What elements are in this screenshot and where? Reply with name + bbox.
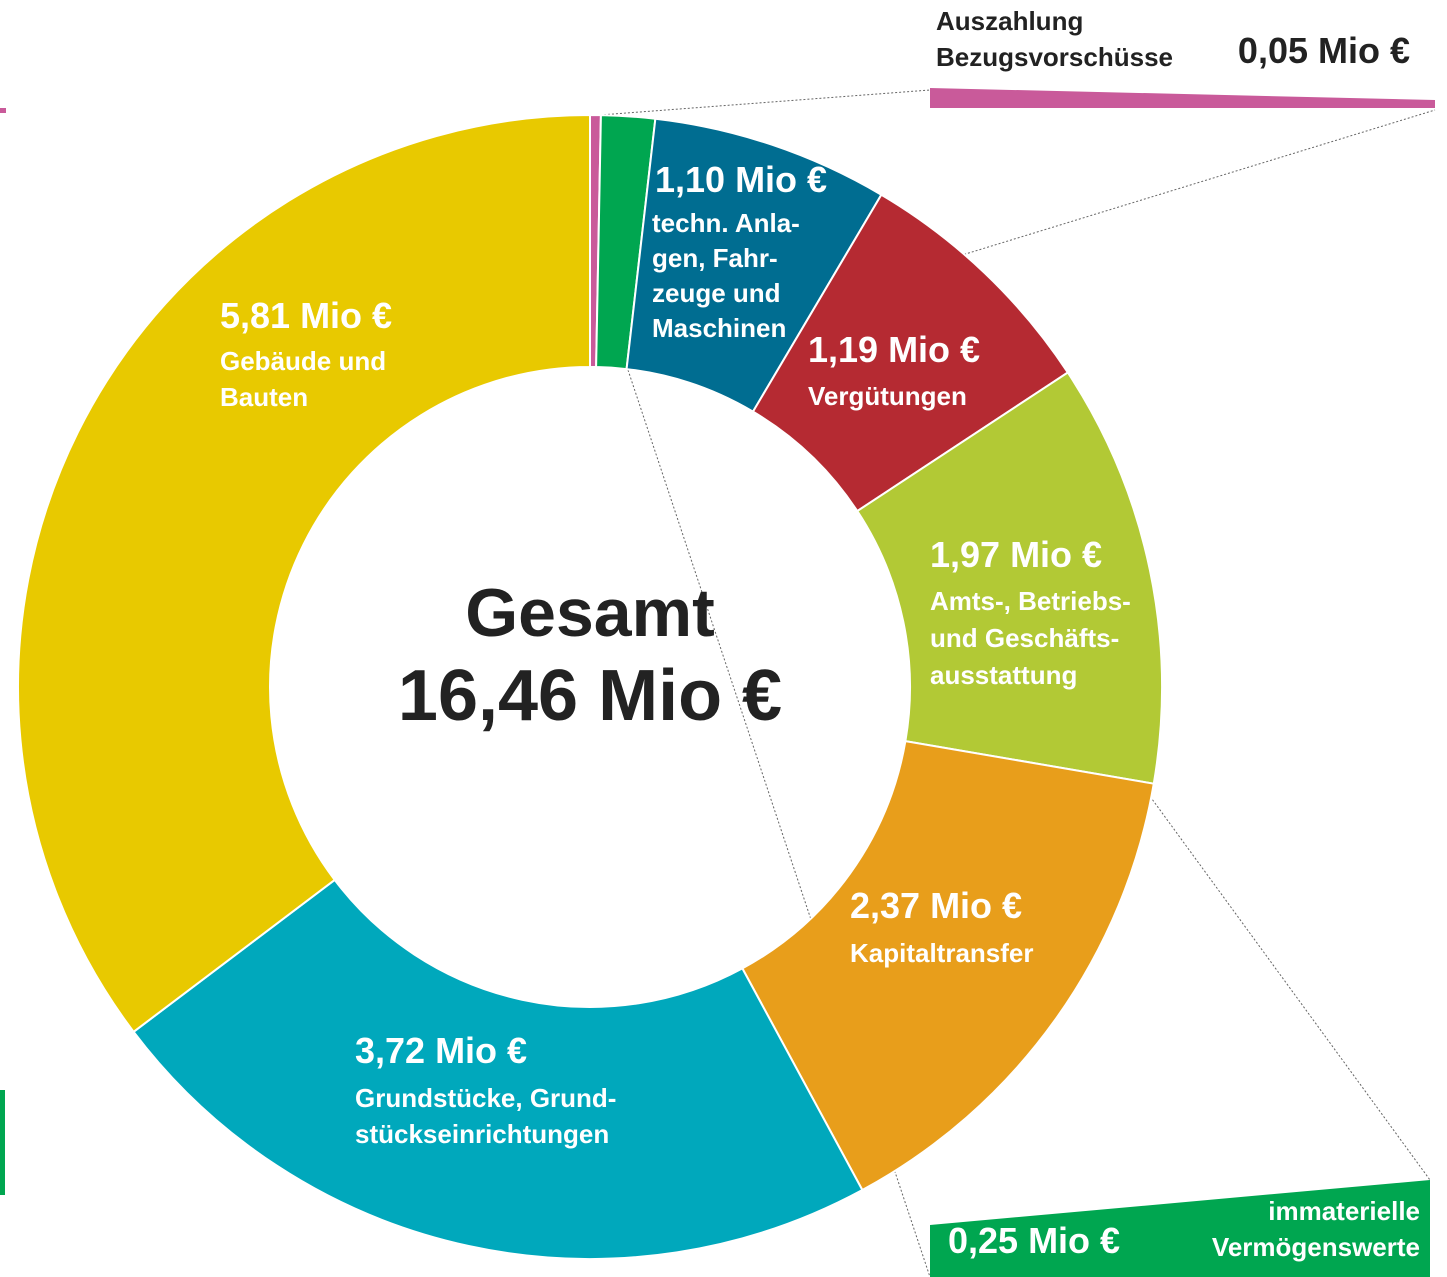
category-label: Grundstücke, Grund-stückseinrichtungen	[355, 1083, 616, 1149]
leader-line	[599, 89, 931, 116]
category-label: immaterielle Vermögenswerte	[1212, 1196, 1420, 1262]
slice	[17, 113, 591, 1034]
value-label: 0,25 Mio €	[948, 1220, 1120, 1261]
value-label: 0,05 Mio €	[1238, 30, 1410, 71]
value-label: 3,72 Mio €	[355, 1030, 527, 1071]
category-label: Amts-, Betriebs-und Geschäfts-ausstattun…	[930, 586, 1131, 690]
value-label: 1,97 Mio €	[930, 534, 1102, 575]
category-label: techn. Anla-gen, Fahr-zeuge und Maschinen	[652, 208, 800, 343]
slice	[855, 371, 1164, 785]
center-label: Gesamt	[465, 575, 714, 651]
slices	[17, 113, 1164, 1260]
pink-callout-bar	[930, 88, 1435, 108]
total-label: 16,46 Mio €	[398, 656, 782, 736]
category-label: Gebäude und Bauten	[220, 346, 386, 412]
category-label: Vergütungen	[808, 381, 967, 411]
value-label: 1,10 Mio €	[655, 159, 827, 200]
value-label: 1,19 Mio €	[808, 329, 980, 370]
slice	[741, 739, 1155, 1192]
value-label: 2,37 Mio €	[850, 885, 1022, 926]
category-label: Auszahlung Bezugsvorschüsse	[936, 6, 1173, 72]
edge-fragment	[0, 108, 6, 113]
slice	[132, 878, 864, 1260]
edge-fragment	[0, 1090, 5, 1195]
green-callout-box	[930, 1180, 1430, 1277]
value-label: 5,81 Mio €	[220, 295, 392, 336]
category-label: Kapitaltransfer	[850, 938, 1034, 968]
